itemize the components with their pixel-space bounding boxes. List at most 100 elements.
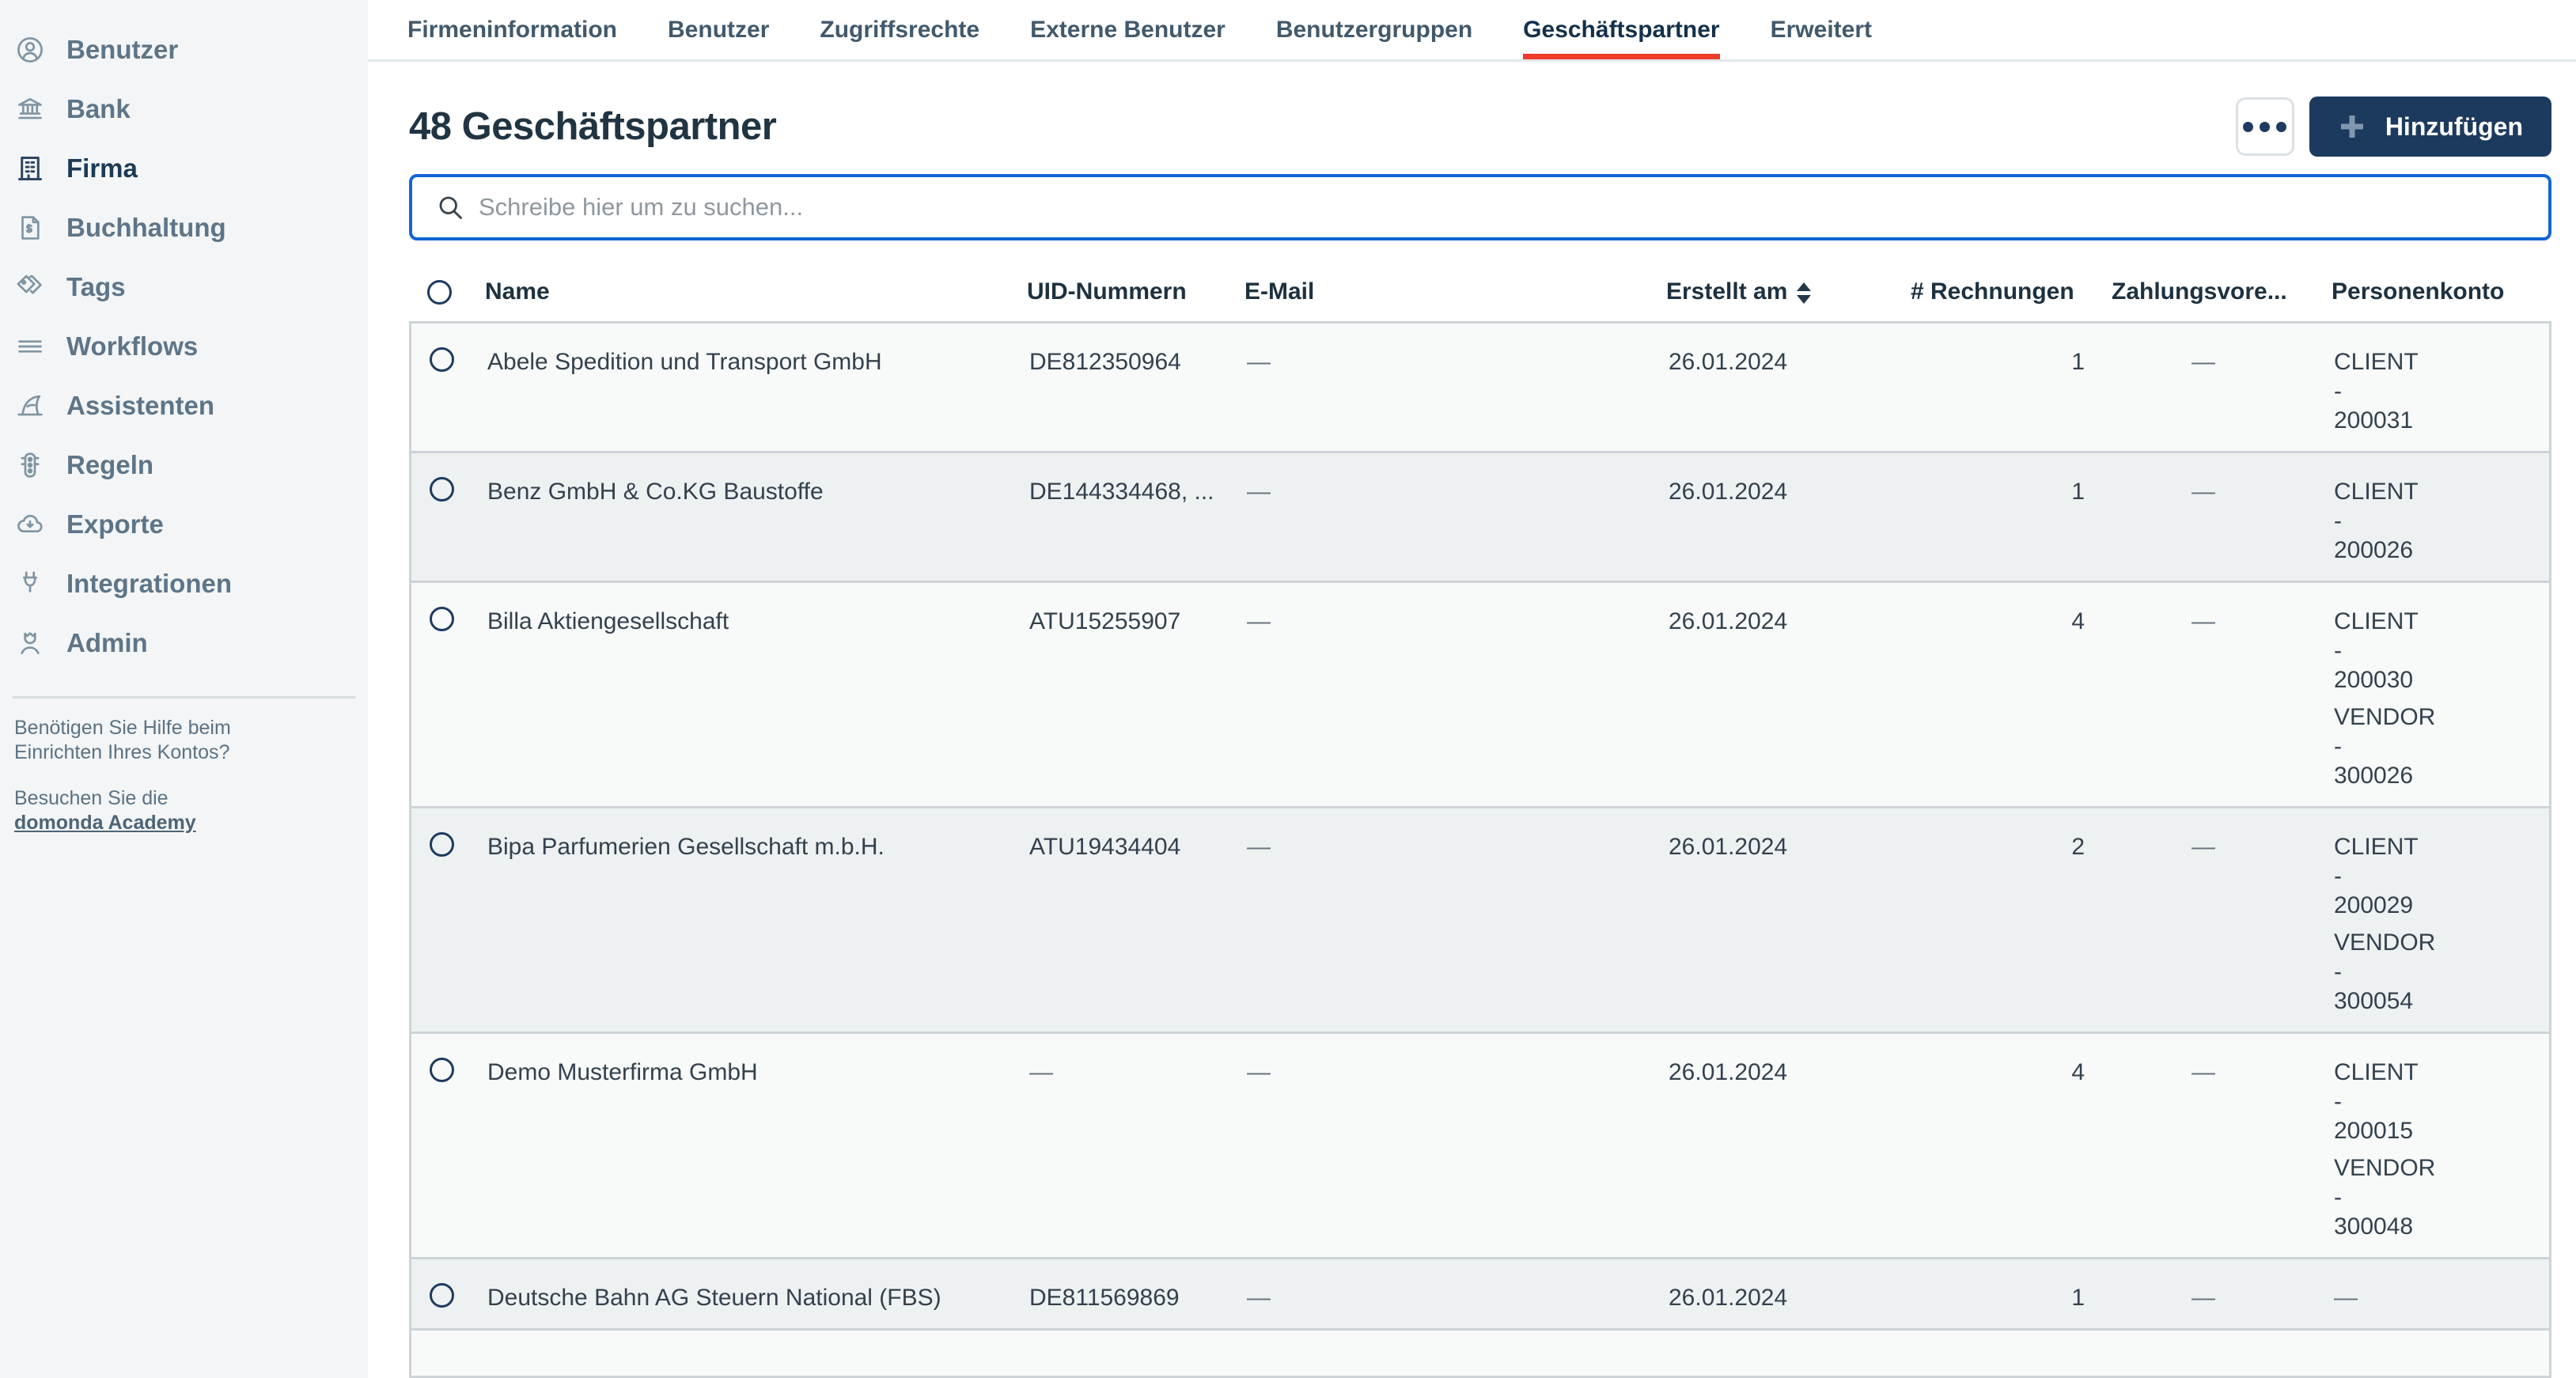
- cell-created: 26.01.2024: [1669, 1285, 1788, 1311]
- tab-bar: Firmeninformation Benutzer Zugriffsrecht…: [368, 0, 2576, 62]
- cell-email: —: [1247, 349, 1271, 375]
- cell-uid: —: [1029, 1059, 1053, 1085]
- invoice-icon: [14, 212, 46, 244]
- table-row[interactable]: Billa Aktiengesellschaft ATU15255907 — 2…: [411, 581, 2549, 806]
- sidebar-divider: [13, 696, 355, 698]
- ellipsis-icon: [2243, 121, 2254, 132]
- tab-firmeninformation[interactable]: Firmeninformation: [407, 16, 618, 43]
- academy-link[interactable]: domonda Academy: [14, 812, 196, 834]
- column-header-account: Personenkonto: [2332, 278, 2505, 305]
- sidebar-item-label: Workflows: [66, 331, 199, 361]
- table-row[interactable]: Demo Musterfirma GmbH — — 26.01.2024 4 —…: [411, 1032, 2549, 1257]
- tab-geschaeftspartner[interactable]: Geschäftspartner: [1523, 0, 1721, 59]
- help-visit: Besuchen Sie die domonda Academy: [14, 787, 196, 834]
- cell-invoices: 1: [2071, 1285, 2085, 1311]
- cell-name: Billa Aktiengesellschaft: [487, 608, 729, 634]
- cell-created: 26.01.2024: [1669, 479, 1788, 505]
- sidebar-item-workflows[interactable]: Workflows: [0, 316, 368, 376]
- cell-name: Abele Spedition und Transport GmbH: [487, 349, 882, 375]
- plus-icon: [2338, 112, 2366, 141]
- row-checkbox[interactable]: [430, 1058, 454, 1082]
- tab-erweitert[interactable]: Erweitert: [1770, 16, 1872, 43]
- cell-uid: DE812350964: [1029, 349, 1181, 375]
- sidebar-item-label: Exporte: [66, 509, 164, 539]
- tab-externe-benutzer[interactable]: Externe Benutzer: [1030, 16, 1225, 43]
- cell-created: 26.01.2024: [1669, 834, 1788, 860]
- cell-name: Deutsche Bahn AG Steuern National (FBS): [487, 1285, 941, 1311]
- page-header: 48 Geschäftspartner Hinzufügen: [409, 97, 2551, 157]
- sidebar-item-label: Integrationen: [66, 568, 233, 598]
- cell-payment: —: [2191, 479, 2215, 505]
- sidebar-item-tags[interactable]: Tags: [0, 257, 368, 316]
- sidebar-item-label: Buchhaltung: [66, 212, 226, 242]
- column-header-payment: Zahlungsvore...: [2112, 278, 2287, 305]
- select-all-checkbox[interactable]: [427, 279, 452, 305]
- row-checkbox[interactable]: [430, 477, 454, 502]
- column-header-name: Name: [485, 278, 550, 305]
- cell-payment: —: [2191, 349, 2215, 375]
- cell-account: CLIENT - 200026: [2334, 479, 2419, 563]
- row-checkbox[interactable]: [430, 607, 454, 631]
- tab-benutzergruppen[interactable]: Benutzergruppen: [1275, 16, 1473, 43]
- sidebar-item-firma[interactable]: Firma: [0, 138, 368, 198]
- more-options-button[interactable]: [2235, 97, 2294, 156]
- sidebar-item-bank[interactable]: Bank: [0, 79, 368, 138]
- cell-invoices: 4: [2071, 608, 2085, 634]
- table-row-partial: [411, 1328, 2549, 1376]
- cell-email: —: [1247, 1059, 1271, 1085]
- content: 48 Geschäftspartner Hinzufügen: [368, 62, 2576, 1378]
- row-checkbox[interactable]: [430, 832, 454, 857]
- row-checkbox[interactable]: [430, 347, 454, 372]
- tab-benutzer[interactable]: Benutzer: [668, 16, 770, 43]
- cloud-download-icon: [14, 509, 46, 540]
- table-body: Abele Spedition und Transport GmbH DE812…: [409, 321, 2551, 1378]
- cell-payment: —: [2191, 608, 2215, 634]
- admin-icon: [14, 627, 46, 659]
- cell-created: 26.01.2024: [1669, 349, 1788, 375]
- building-icon: [14, 153, 46, 184]
- cell-name: Demo Musterfirma GmbH: [487, 1059, 758, 1085]
- cell-invoices: 1: [2071, 349, 2085, 375]
- row-checkbox[interactable]: [430, 1283, 454, 1308]
- sidebar-item-label: Regeln: [66, 449, 154, 479]
- table-header: Name UID-Nummern E-Mail Erstellt am # Re…: [409, 263, 2551, 321]
- cell-name: Bipa Parfumerien Gesellschaft m.b.H.: [487, 834, 885, 860]
- cell-payment: —: [2191, 1285, 2215, 1311]
- search-input[interactable]: [477, 192, 2532, 222]
- cell-account: CLIENT - 200031: [2334, 349, 2419, 433]
- add-button-label: Hinzufügen: [2385, 112, 2523, 141]
- tab-zugriffsrechte[interactable]: Zugriffsrechte: [820, 16, 980, 43]
- column-header-created[interactable]: Erstellt am: [1666, 278, 1911, 305]
- column-header-uid: UID-Nummern: [1027, 278, 1187, 305]
- sidebar-item-benutzer[interactable]: Benutzer: [0, 20, 368, 79]
- sidebar-item-label: Firma: [66, 153, 138, 183]
- cell-account: CLIENT - 200029 VENDOR - 300054: [2334, 834, 2436, 1014]
- header-actions: Hinzufügen: [2235, 97, 2551, 157]
- plug-icon: [14, 568, 46, 600]
- cell-uid: DE144334468, ...: [1029, 479, 1214, 505]
- cell-invoices: 1: [2071, 479, 2085, 505]
- cell-created: 26.01.2024: [1669, 1059, 1788, 1085]
- cell-email: —: [1247, 479, 1271, 505]
- bank-icon: [14, 93, 46, 125]
- help-question: Benötigen Sie Hilfe beim Einrichten Ihre…: [14, 717, 231, 763]
- cell-email: —: [1247, 608, 1271, 634]
- sidebar-item-integrationen[interactable]: Integrationen: [0, 554, 368, 613]
- sidebar-item-label: Admin: [66, 627, 148, 657]
- sidebar-item-label: Assistenten: [66, 390, 215, 420]
- table-row[interactable]: Bipa Parfumerien Gesellschaft m.b.H. ATU…: [411, 806, 2549, 1032]
- table-row[interactable]: Deutsche Bahn AG Steuern National (FBS) …: [411, 1257, 2549, 1328]
- sidebar-item-admin[interactable]: Admin: [0, 613, 368, 672]
- sidebar-item-assistenten[interactable]: Assistenten: [0, 376, 368, 435]
- cell-uid: ATU15255907: [1029, 608, 1181, 634]
- add-button[interactable]: Hinzufügen: [2309, 97, 2551, 157]
- table-row[interactable]: Abele Spedition und Transport GmbH DE812…: [411, 324, 2549, 451]
- sidebar-item-buchhaltung[interactable]: Buchhaltung: [0, 198, 368, 257]
- sidebar-item-exporte[interactable]: Exporte: [0, 494, 368, 554]
- table-row[interactable]: Benz GmbH & Co.KG Baustoffe DE144334468,…: [411, 451, 2549, 581]
- cell-email: —: [1247, 1285, 1271, 1311]
- sidebar-item-label: Benutzer: [66, 34, 179, 64]
- sidebar-item-regeln[interactable]: Regeln: [0, 435, 368, 494]
- column-header-invoices: # Rechnungen: [1911, 278, 2074, 305]
- cell-payment: —: [2191, 1059, 2215, 1085]
